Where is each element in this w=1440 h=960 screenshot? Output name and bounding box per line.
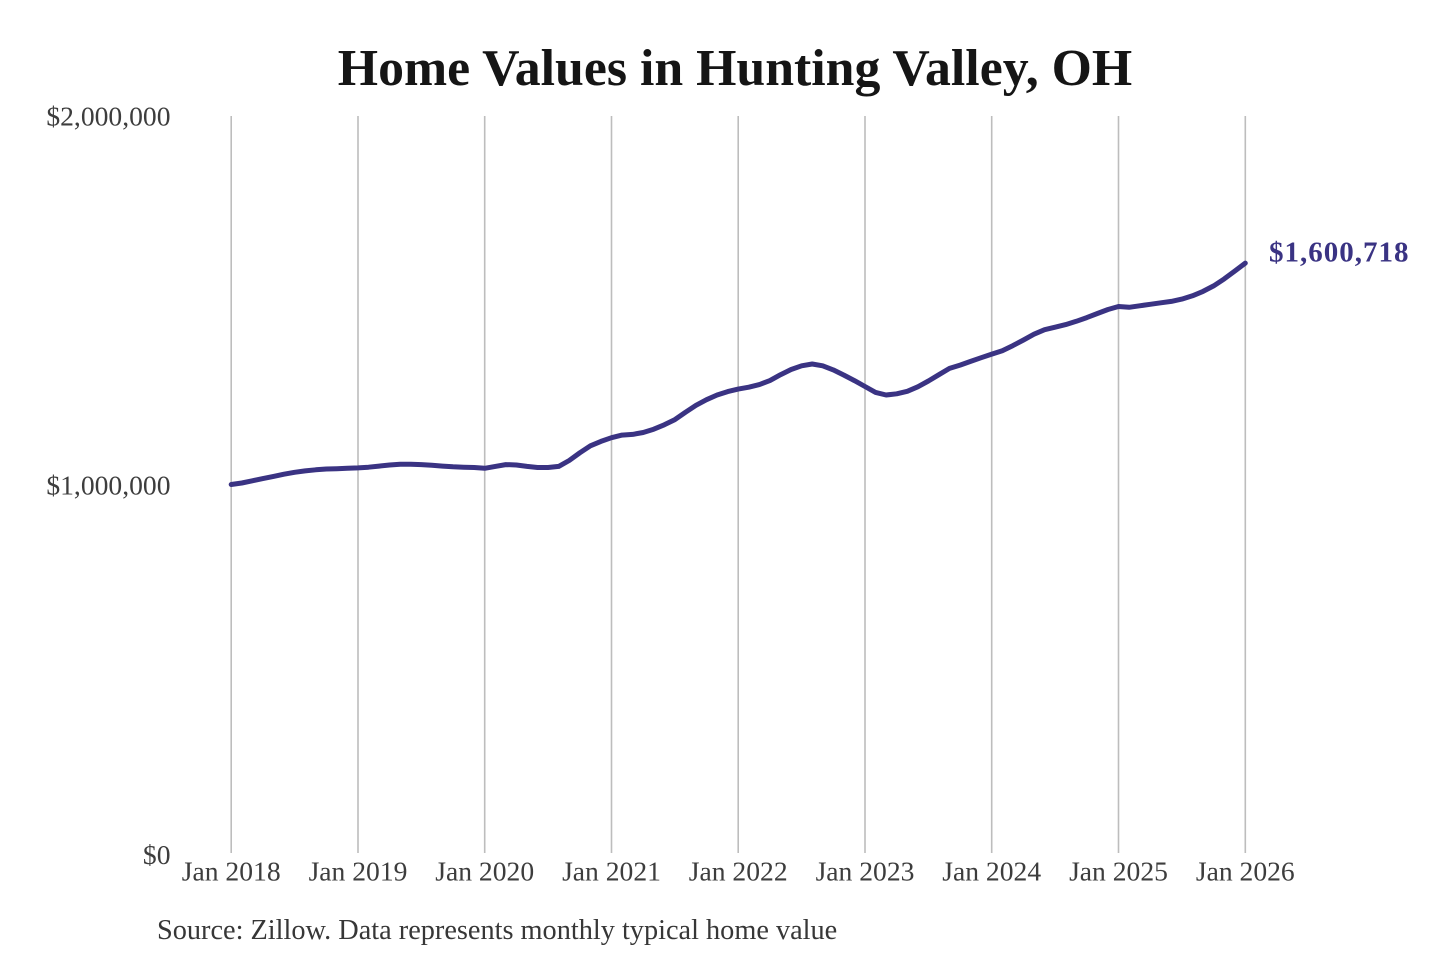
- svg-text:Jan 2019: Jan 2019: [309, 856, 408, 887]
- svg-text:$1,600,718: $1,600,718: [1269, 237, 1410, 269]
- svg-text:Jan 2025: Jan 2025: [1069, 856, 1168, 887]
- svg-text:$2,000,000: $2,000,000: [46, 101, 170, 132]
- svg-text:Source: Zillow. Data represent: Source: Zillow. Data represents monthly …: [157, 915, 837, 946]
- svg-text:Jan 2023: Jan 2023: [816, 856, 915, 887]
- svg-text:Jan 2024: Jan 2024: [942, 856, 1041, 887]
- svg-text:Jan 2020: Jan 2020: [435, 856, 534, 887]
- svg-text:Home Values in Hunting Valley,: Home Values in Hunting Valley, OH: [338, 40, 1132, 97]
- svg-text:$0: $0: [143, 839, 171, 870]
- svg-text:Jan 2018: Jan 2018: [182, 856, 281, 887]
- svg-text:Jan 2022: Jan 2022: [689, 856, 788, 887]
- svg-text:Jan 2021: Jan 2021: [562, 856, 661, 887]
- svg-text:$1,000,000: $1,000,000: [46, 470, 170, 501]
- svg-text:Jan 2026: Jan 2026: [1196, 856, 1295, 887]
